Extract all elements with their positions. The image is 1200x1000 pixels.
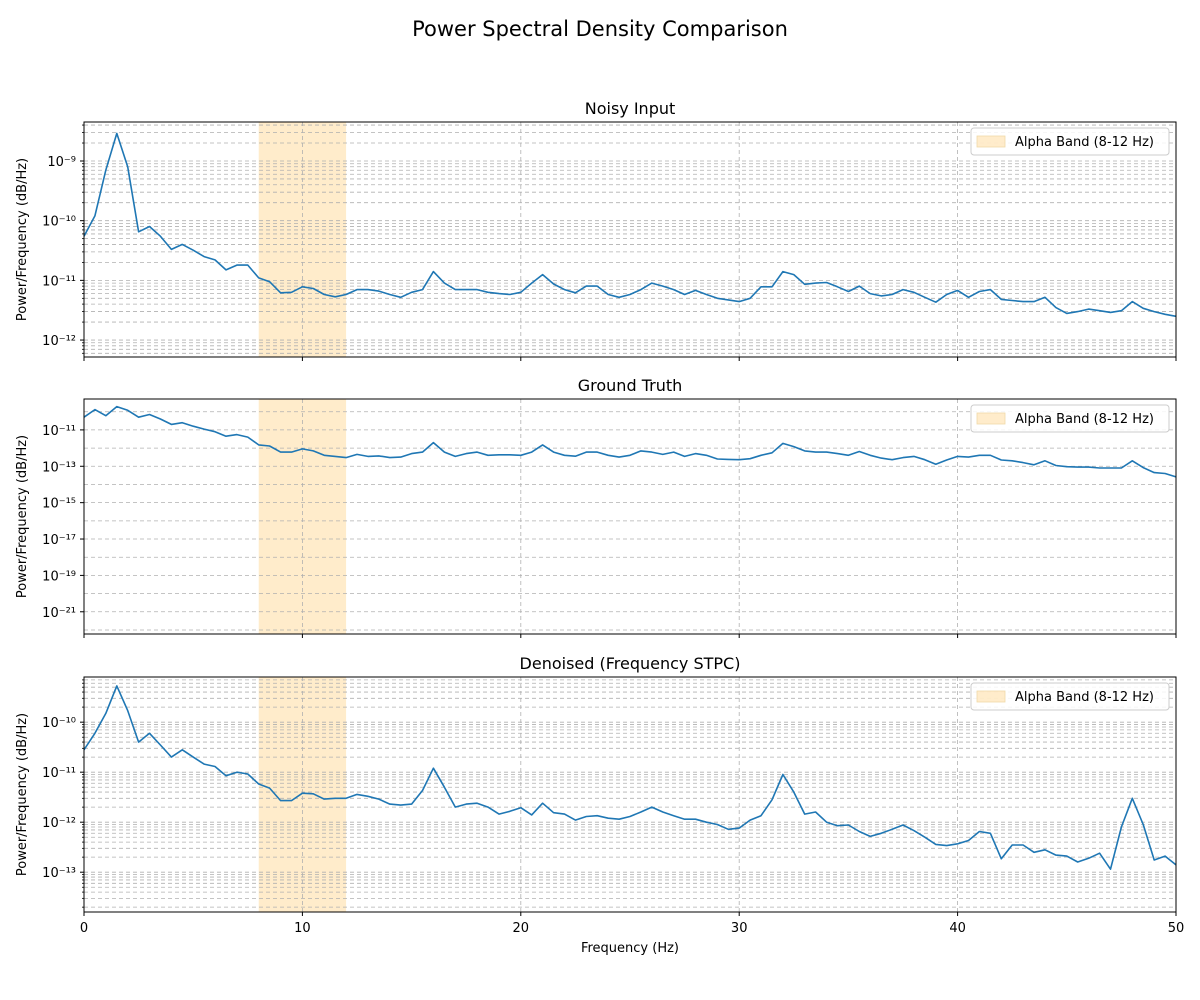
x-tick-label: 50	[1168, 921, 1185, 936]
legend-swatch	[976, 412, 1006, 425]
y-tick-label: 10⁻¹⁷	[42, 533, 76, 548]
y-axis-label: Power/Frequency (dB/Hz)	[15, 435, 30, 598]
x-tick-label: 20	[513, 921, 530, 936]
legend-box	[970, 404, 1170, 433]
legend-swatch	[976, 135, 1006, 148]
subplot-3: 0 10 20 30 40 50 10⁻¹³ 10⁻¹² 10⁻¹¹ 10⁻¹⁰ Denoised …	[15, 654, 1184, 956]
y-tick-label: 10⁻⁹	[47, 155, 76, 170]
legend-swatch	[976, 690, 1006, 703]
subplot-title: Noisy Input	[585, 99, 676, 118]
subplot-1: 10⁻¹² 10⁻¹¹ 10⁻¹⁰ 10⁻⁹ Noisy Input Power/Freq…	[15, 99, 1177, 361]
alpha-band-shading	[258, 677, 347, 912]
x-tick-label: 40	[949, 921, 966, 936]
axes-frame	[83, 121, 1177, 358]
alpha-band-shading	[258, 399, 347, 634]
y-tick-label: 10⁻¹¹	[42, 274, 76, 289]
figure-title: Power Spectral Density Comparison	[412, 17, 788, 41]
legend: Alpha Band (8-12 Hz)	[970, 404, 1170, 433]
legend-box	[970, 682, 1170, 711]
legend-box	[970, 127, 1170, 156]
y-tick-label: 10⁻¹²	[42, 816, 76, 831]
y-axis-label: Power/Frequency (dB/Hz)	[15, 713, 30, 876]
legend-label: Alpha Band (8-12 Hz)	[1015, 690, 1154, 705]
y-tick-label: 10⁻¹⁵	[42, 497, 76, 512]
y-tick-label: 10⁻¹¹	[42, 424, 76, 439]
y-tick-label: 10⁻¹⁰	[42, 215, 76, 230]
subplot-title: Denoised (Frequency STPC)	[520, 654, 741, 673]
x-tick-label: 10	[294, 921, 311, 936]
psd-line	[83, 405, 1177, 478]
y-tick-label: 10⁻¹⁰	[42, 716, 76, 731]
y-tick-label: 10⁻¹¹	[42, 766, 76, 781]
legend: Alpha Band (8-12 Hz)	[970, 127, 1170, 156]
y-axis-label: Power/Frequency (dB/Hz)	[15, 158, 30, 321]
subplot-title: Ground Truth	[578, 376, 683, 395]
psd-line	[83, 132, 1177, 318]
y-tick-label: 10⁻¹³	[42, 460, 76, 475]
x-axis-label: Frequency (Hz)	[581, 941, 679, 956]
subplot-2: 10⁻²¹ 10⁻¹⁹ 10⁻¹⁷ 10⁻¹⁵ 10⁻¹³ 10⁻¹¹ Ground Tru…	[15, 376, 1177, 638]
psd-line	[83, 685, 1177, 871]
y-tick-label: 10⁻²¹	[42, 606, 76, 621]
panels: 10⁻¹² 10⁻¹¹ 10⁻¹⁰ 10⁻⁹ Noisy Input Power/Freq…	[15, 99, 1184, 956]
x-tick-label: 0	[80, 921, 88, 936]
y-tick-label: 10⁻¹⁹	[42, 569, 76, 584]
legend: Alpha Band (8-12 Hz)	[970, 682, 1170, 711]
y-tick-label: 10⁻¹²	[42, 334, 76, 349]
axes-frame	[83, 676, 1177, 913]
axes-frame	[83, 398, 1177, 635]
legend-label: Alpha Band (8-12 Hz)	[1015, 412, 1154, 427]
legend-label: Alpha Band (8-12 Hz)	[1015, 135, 1154, 150]
x-tick-label: 30	[731, 921, 748, 936]
y-tick-label: 10⁻¹³	[42, 866, 76, 881]
